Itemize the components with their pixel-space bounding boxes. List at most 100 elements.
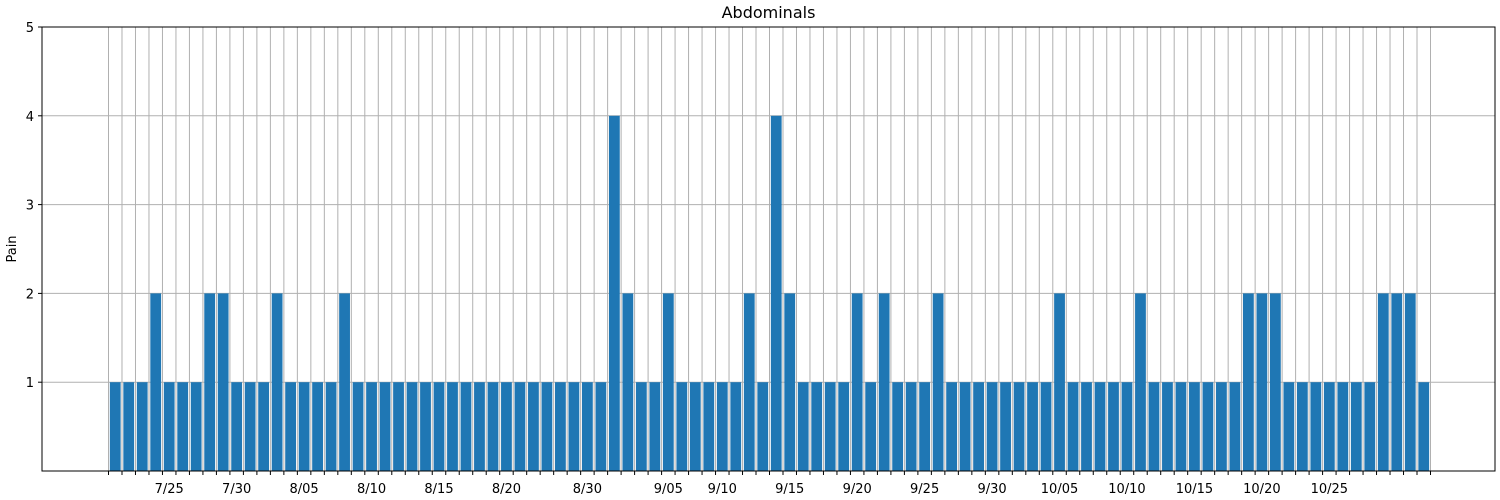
x-tick-label: 10/15 xyxy=(1176,482,1213,497)
bar xyxy=(312,382,323,471)
plot-frame xyxy=(41,26,1496,472)
bar xyxy=(379,382,391,471)
x-tick-label: 9/30 xyxy=(977,482,1006,497)
bar xyxy=(1242,293,1254,471)
bar xyxy=(824,382,836,471)
bar xyxy=(797,382,809,471)
y-axis-label: Pain xyxy=(5,235,20,262)
bar xyxy=(217,293,229,471)
bar xyxy=(986,382,998,471)
chart-title: Abdominals xyxy=(722,3,816,22)
bar xyxy=(177,382,189,471)
x-tick-label: 8/20 xyxy=(492,482,521,497)
bar xyxy=(1418,382,1430,471)
bar xyxy=(352,382,364,471)
bar xyxy=(1202,382,1214,471)
bar xyxy=(1391,293,1403,471)
x-tick-label: 8/10 xyxy=(357,482,386,497)
bar xyxy=(1310,382,1322,471)
bar xyxy=(555,382,566,471)
bar xyxy=(204,293,216,471)
bar xyxy=(528,382,539,471)
bar xyxy=(1404,293,1416,471)
bar xyxy=(703,382,715,471)
bar xyxy=(1135,293,1146,471)
bar xyxy=(1067,382,1079,471)
y-tick-label: 2 xyxy=(26,287,34,302)
x-tick-label: 10/05 xyxy=(1041,482,1078,497)
bar xyxy=(339,293,350,471)
bar xyxy=(541,382,553,471)
bar xyxy=(433,382,445,471)
x-tick-label: 9/05 xyxy=(654,482,683,497)
bar xyxy=(190,382,202,471)
bar xyxy=(474,382,485,471)
bar xyxy=(366,382,377,471)
x-tick-label: 10/25 xyxy=(1311,482,1348,497)
bar xyxy=(865,382,877,471)
bar xyxy=(838,382,850,471)
bar xyxy=(649,382,661,471)
bar xyxy=(1081,382,1092,471)
bar xyxy=(325,382,337,471)
bar xyxy=(757,382,769,471)
bar xyxy=(460,382,472,471)
x-tick-label: 8/15 xyxy=(424,482,453,497)
bar xyxy=(608,115,620,472)
x-tick-label: 8/05 xyxy=(290,482,319,497)
bar xyxy=(622,293,634,471)
x-tick-label: 7/30 xyxy=(222,482,251,497)
bar xyxy=(919,382,931,471)
bar xyxy=(420,382,431,471)
bar xyxy=(1054,293,1065,471)
bar xyxy=(1364,382,1376,471)
bar xyxy=(905,382,917,471)
bar xyxy=(1013,382,1025,471)
bar xyxy=(393,382,404,471)
bar xyxy=(1121,382,1133,471)
bar xyxy=(689,382,701,471)
bar xyxy=(1350,382,1362,471)
bar xyxy=(932,293,944,471)
bar xyxy=(1027,382,1038,471)
x-tick-label: 7/25 xyxy=(155,482,184,497)
bar xyxy=(1162,382,1173,471)
bar xyxy=(784,293,796,471)
bar xyxy=(730,382,742,471)
bar xyxy=(109,382,121,471)
bar xyxy=(662,293,674,471)
bar xyxy=(487,382,499,471)
bar xyxy=(1269,293,1281,471)
bar xyxy=(811,382,823,471)
bar xyxy=(1256,293,1268,471)
bar xyxy=(1000,382,1011,471)
bar-layer xyxy=(109,115,1430,472)
bar xyxy=(851,293,863,471)
bar xyxy=(514,382,526,471)
bar xyxy=(1094,382,1106,471)
y-tick-label: 5 xyxy=(26,21,34,36)
bar xyxy=(716,382,728,471)
bar xyxy=(298,382,310,471)
bar xyxy=(892,382,904,471)
bar xyxy=(595,382,607,471)
bar xyxy=(1189,382,1200,471)
x-tick-label: 9/25 xyxy=(910,482,939,497)
bar xyxy=(676,382,688,471)
bar xyxy=(568,382,580,471)
bar xyxy=(1323,382,1335,471)
x-tick-label: 9/10 xyxy=(708,482,737,497)
bar xyxy=(878,293,890,471)
bar xyxy=(447,382,458,471)
bar xyxy=(1040,382,1052,471)
y-tick-label: 4 xyxy=(26,110,34,125)
bar xyxy=(1148,382,1160,471)
x-tick-label: 10/10 xyxy=(1108,482,1145,497)
bar xyxy=(501,382,512,471)
bar xyxy=(1216,382,1227,471)
bar xyxy=(163,382,175,471)
x-tick-label: 9/15 xyxy=(775,482,804,497)
bar xyxy=(635,382,647,471)
